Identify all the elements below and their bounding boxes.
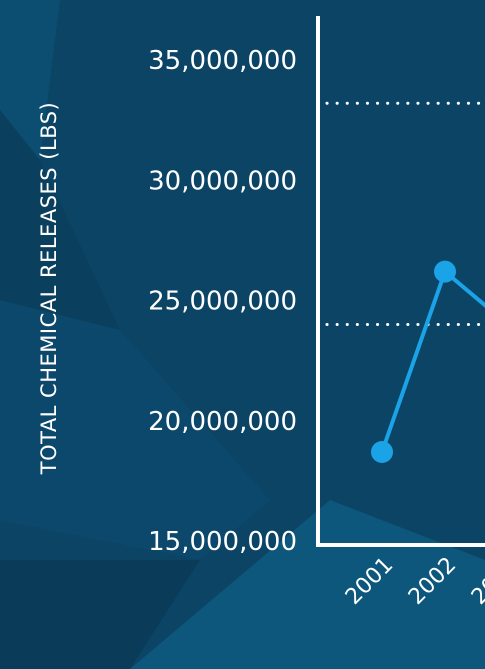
- bg-shape: [0, 110, 120, 330]
- bg-shape: [130, 500, 485, 669]
- x-tick-label: 2003: [467, 553, 485, 610]
- data-point: [434, 260, 456, 283]
- reference-lines: [325, 101, 485, 327]
- bg-shape: [0, 0, 60, 160]
- y-tick-label: 25,000,000: [148, 287, 297, 317]
- series-line: [380, 268, 485, 453]
- y-tick-label: 30,000,000: [148, 166, 297, 196]
- y-axis-label: TOTAL CHEMICAL RELEASES (LBS): [37, 102, 61, 475]
- series-group: [371, 260, 485, 464]
- x-tick-label: 2002: [404, 553, 461, 610]
- bg-shape: [0, 560, 200, 669]
- y-tick-labels: 35,000,000 30,000,000 25,000,000 20,000,000…: [148, 46, 297, 557]
- x-tick-labels: 2001 2002 2003: [341, 553, 485, 610]
- y-tick-label: 20,000,000: [148, 407, 297, 437]
- bg-shape: [0, 300, 270, 560]
- data-point: [371, 441, 393, 464]
- y-tick-label: 35,000,000: [148, 46, 297, 76]
- x-tick-label: 2001: [341, 553, 398, 610]
- y-tick-label: 15,000,000: [148, 527, 297, 557]
